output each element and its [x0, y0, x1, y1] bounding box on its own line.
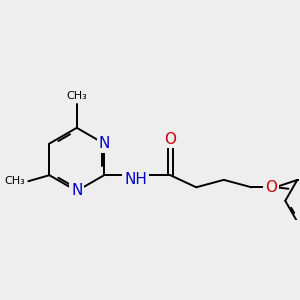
Text: N: N: [71, 184, 82, 199]
Text: N: N: [98, 136, 110, 151]
Text: CH₃: CH₃: [66, 91, 87, 101]
Text: NH: NH: [124, 172, 147, 187]
Text: CH₃: CH₃: [4, 176, 25, 186]
Text: O: O: [265, 180, 277, 195]
Text: O: O: [164, 132, 176, 147]
